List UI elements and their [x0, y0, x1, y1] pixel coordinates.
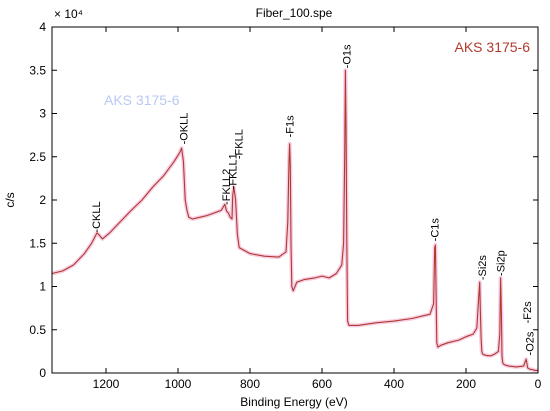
y-tick-label: 2.5 — [29, 150, 46, 164]
x-tick-label: 400 — [384, 377, 404, 391]
peak-label: -C1s — [430, 218, 442, 242]
y-tick-label: 3.5 — [29, 63, 46, 77]
peak-label: -Si2s — [477, 255, 489, 281]
peak-label: -CKLL — [91, 201, 103, 232]
peak-label: -O2s — [524, 331, 536, 355]
chart-title: Fiber_100.spe — [256, 6, 333, 20]
x-tick-label: 0 — [535, 377, 542, 391]
peak-annotations: -CKLL -OKLL -FKLL2-FKLL1-FKLL -F1s -O1s -C1s -… — [91, 44, 537, 355]
y-multiplier-label: × 10⁴ — [54, 7, 83, 21]
legend-series-label: AKS 3175-6 — [455, 39, 531, 55]
x-axis-label: Binding Energy (eV) — [240, 395, 347, 409]
plot-frame — [51, 26, 539, 374]
x-tick-label: 600 — [312, 377, 332, 391]
y-axis: 0 0.5 1 1.5 2 2.5 3 3.5 4 — [29, 20, 538, 380]
series-line — [51, 69, 538, 371]
series-glow — [51, 68, 539, 373]
peak-label: -Si2p — [496, 250, 508, 276]
x-tick-label: 1200 — [93, 377, 120, 391]
y-tick-label: 0.5 — [29, 323, 46, 337]
x-tick-label: 1000 — [165, 377, 192, 391]
y-axis-label: c/s — [3, 192, 17, 207]
y-tick-label: 1.5 — [29, 236, 46, 250]
x-axis: 1200 1000 800 600 400 200 0 — [93, 27, 542, 391]
x-tick-label: 800 — [240, 377, 260, 391]
peak-label: -FKLL2 — [221, 169, 233, 205]
watermark-text: AKS 3175-6 — [104, 92, 180, 108]
peak-label: -O1s — [341, 44, 353, 68]
peak-label: -FKLL1 — [228, 153, 240, 189]
y-tick-label: 1 — [39, 280, 46, 294]
y-tick-label: 4 — [39, 20, 46, 34]
y-tick-label: 2 — [39, 193, 46, 207]
peak-label: -F1s — [285, 115, 297, 138]
y-tick-label: 0 — [39, 366, 46, 380]
series-layer — [51, 68, 539, 373]
peak-label: -FKLL — [233, 129, 245, 159]
x-tick-label: 200 — [456, 377, 476, 391]
peak-label: -OKLL — [178, 113, 190, 145]
y-tick-label: 3 — [39, 107, 46, 121]
peak-label: -F2s — [522, 301, 534, 324]
